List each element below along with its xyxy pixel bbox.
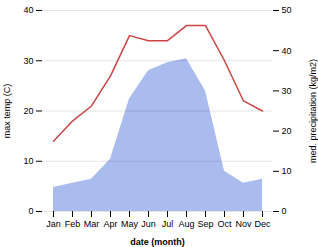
svg-text:20: 20: [282, 126, 292, 136]
svg-text:10: 10: [282, 166, 292, 176]
svg-text:50: 50: [282, 5, 292, 15]
svg-text:40: 40: [23, 5, 33, 15]
svg-text:Oct: Oct: [217, 219, 232, 229]
svg-text:0: 0: [282, 206, 287, 216]
svg-text:date (month): date (month): [130, 237, 185, 247]
svg-text:med. precipitation (kg/m2): med. precipitation (kg/m2): [308, 59, 318, 163]
svg-text:0: 0: [28, 206, 33, 216]
svg-text:Jun: Jun: [141, 219, 156, 229]
svg-text:40: 40: [282, 46, 292, 56]
svg-text:Aug: Aug: [178, 219, 194, 229]
svg-text:Sep: Sep: [197, 219, 213, 229]
svg-text:10: 10: [23, 156, 33, 166]
svg-text:Apr: Apr: [103, 219, 117, 229]
svg-text:30: 30: [282, 86, 292, 96]
svg-text:max temp (C): max temp (C): [2, 84, 12, 139]
svg-text:Dec: Dec: [254, 219, 271, 229]
svg-text:Mar: Mar: [84, 219, 100, 229]
svg-text:30: 30: [23, 56, 33, 66]
svg-text:Jan: Jan: [46, 219, 61, 229]
svg-text:Feb: Feb: [65, 219, 81, 229]
svg-text:20: 20: [23, 106, 33, 116]
svg-text:Nov: Nov: [235, 219, 252, 229]
svg-text:Jul: Jul: [162, 219, 174, 229]
svg-text:May: May: [121, 219, 139, 229]
